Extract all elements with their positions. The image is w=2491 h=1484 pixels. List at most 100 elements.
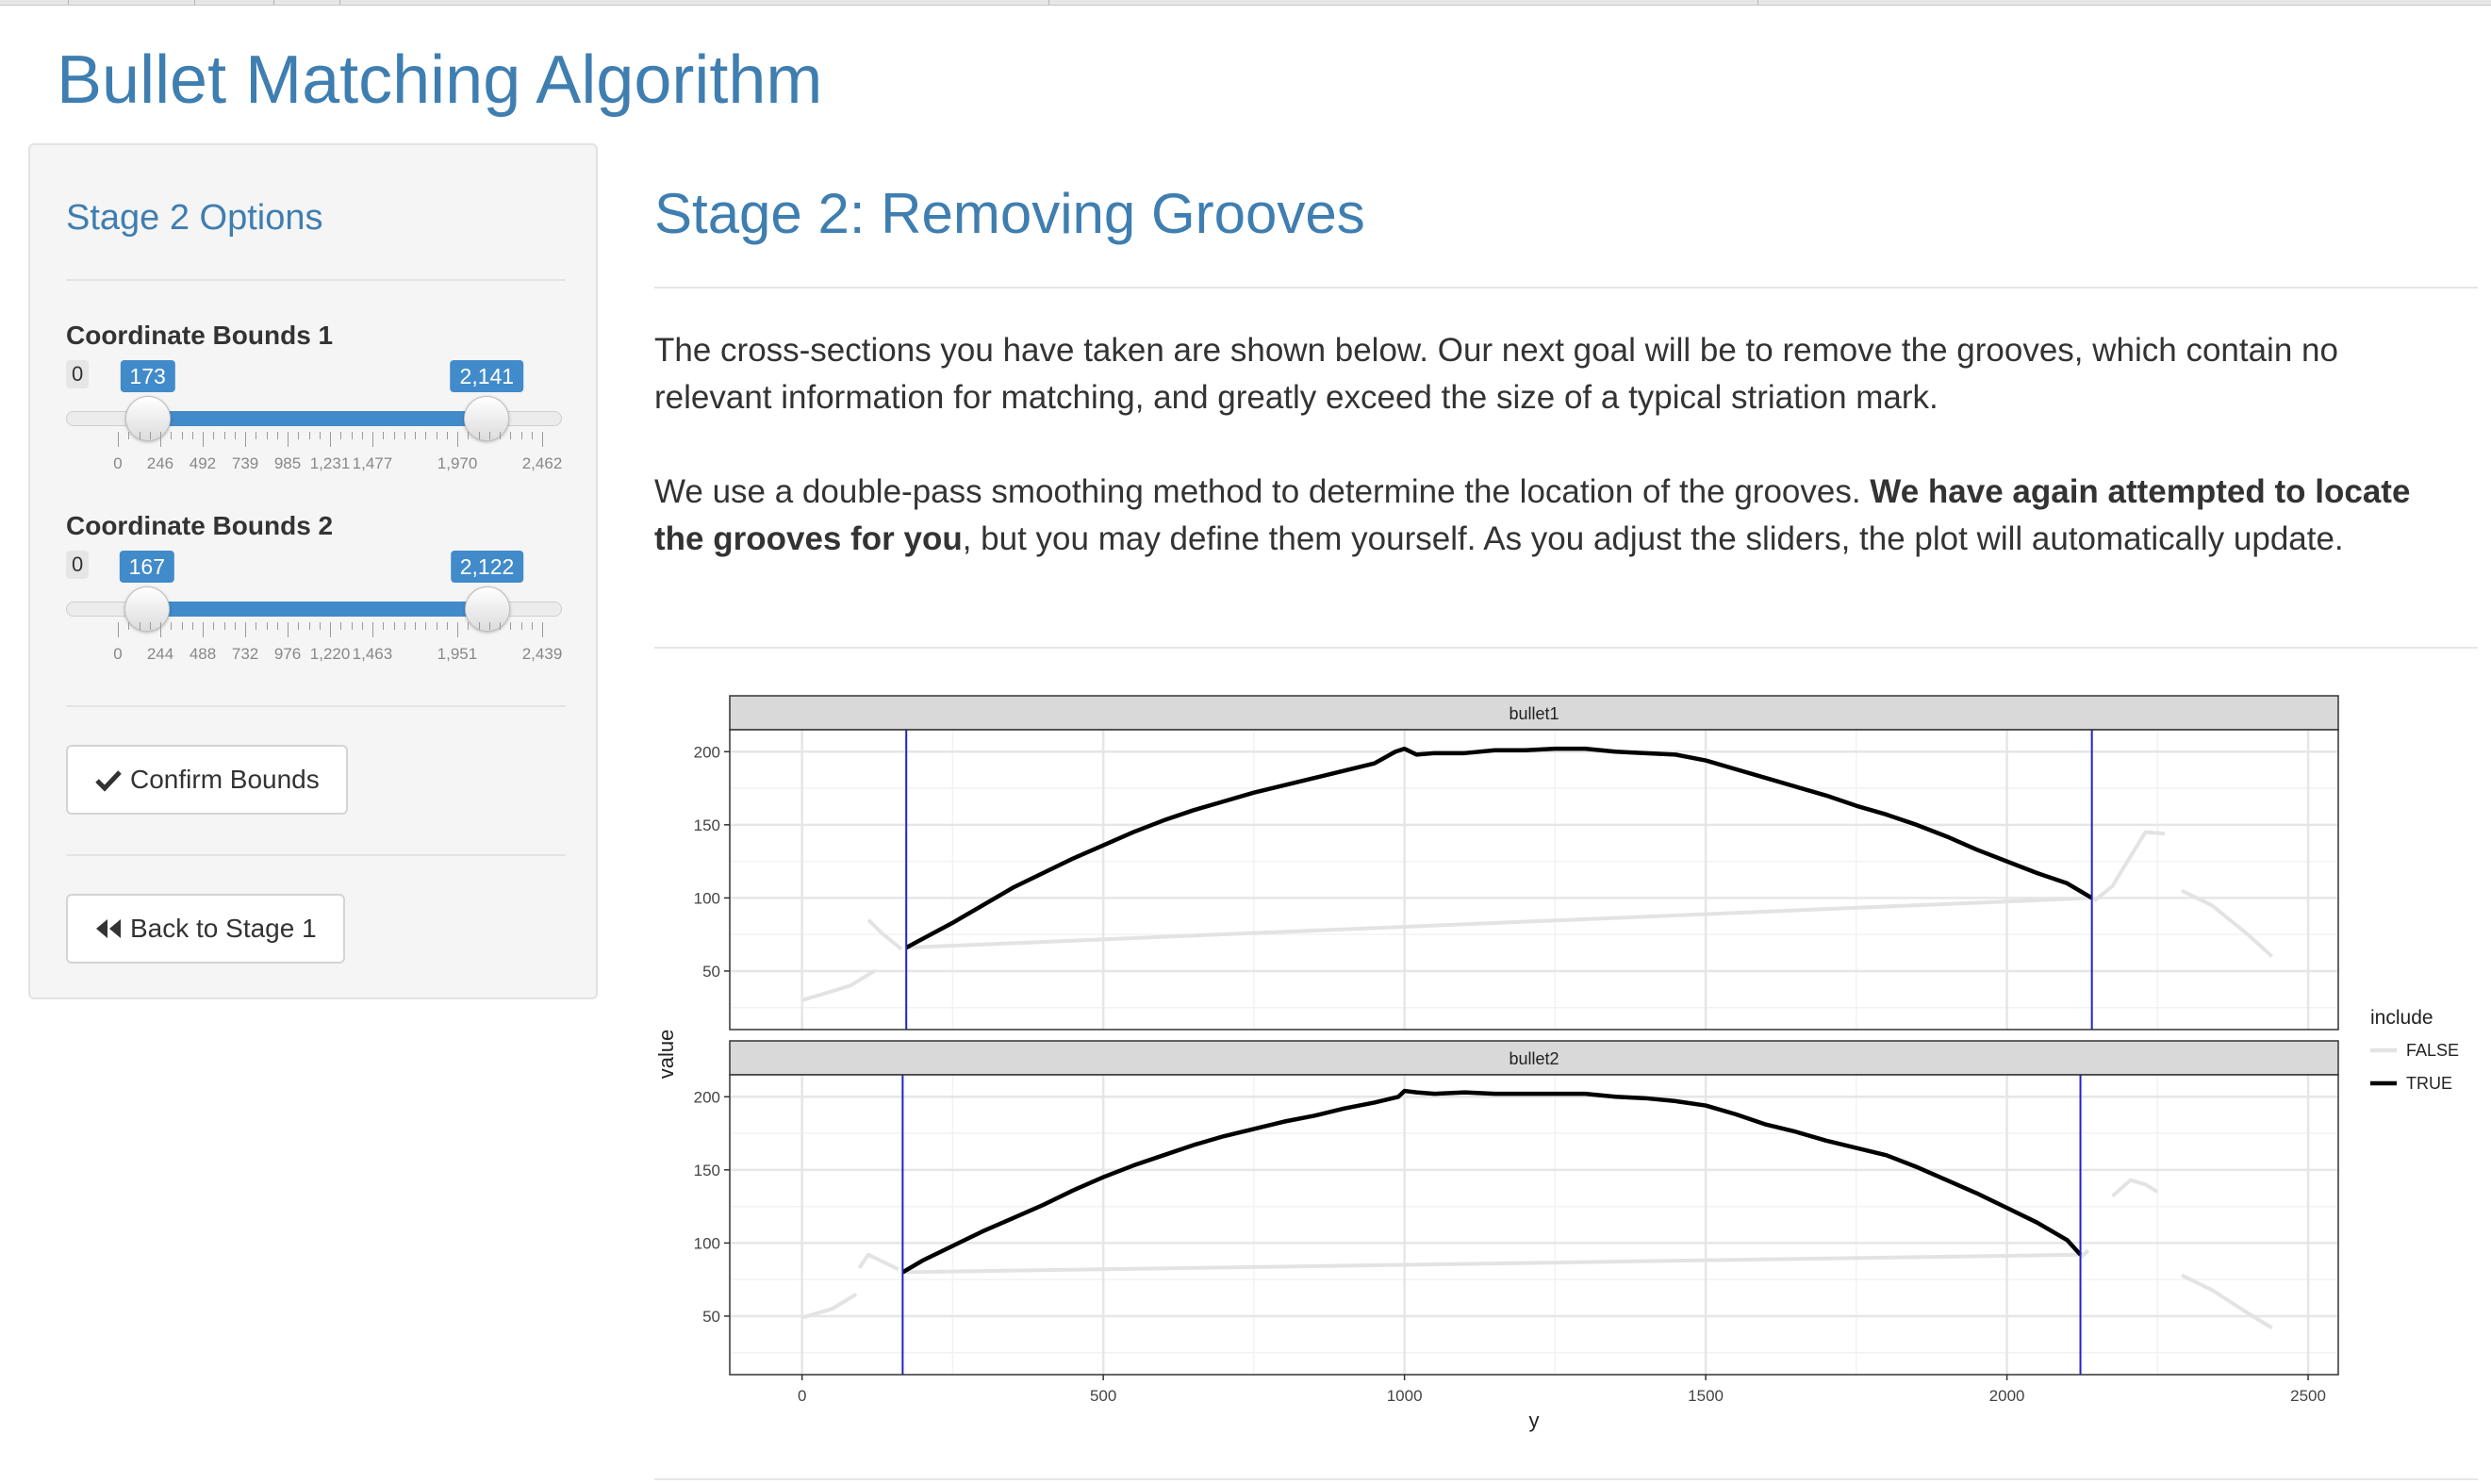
- slider-minor-tick: [298, 432, 300, 439]
- panel-background: [730, 1075, 2338, 1375]
- slider-minor-tick: [213, 622, 215, 630]
- slider-low-value-badge: 173: [120, 360, 175, 392]
- slider-major-tick: [245, 622, 247, 637]
- slider-minor-tick: [308, 432, 310, 439]
- slider-minor-tick: [468, 622, 470, 630]
- method-text-bold: We have again attempted to locate the gr…: [654, 473, 2411, 557]
- check-icon: [95, 770, 122, 792]
- y-tick-label: 150: [694, 1162, 720, 1179]
- panel-bullet2: bullet2 50 100 150 200: [694, 1040, 2339, 1376]
- facet-strip: [729, 1040, 2339, 1076]
- slider-low-handle[interactable]: [124, 396, 171, 441]
- slider-minor-tick: [446, 622, 448, 630]
- slider-high-value-badge: 2,122: [450, 551, 524, 583]
- slider-minor-tick: [319, 432, 321, 439]
- back-to-stage-1-button[interactable]: Back to Stage 1: [66, 894, 345, 964]
- slider-tick-label: 985: [273, 454, 302, 472]
- slider-minor-tick: [340, 432, 342, 439]
- slider-tick-label: 1,477: [352, 454, 393, 472]
- slider-tick-label: 739: [231, 454, 259, 472]
- coordinate-bounds-1-slider[interactable]: Coordinate Bounds 1 0 173 2,141 0 246 492 7…: [66, 321, 566, 490]
- slider-minor-tick: [488, 622, 490, 630]
- series-false-line: [2180, 888, 2274, 958]
- slider-major-tick: [542, 432, 543, 447]
- slider-tick-label: 976: [273, 645, 302, 663]
- slider-major-tick: [456, 622, 458, 637]
- sidebar-panel: Stage 2 Options Coordinate Bounds 1 0 17…: [28, 143, 598, 999]
- slider-minor-tick: [446, 432, 448, 439]
- legend-title: include: [2370, 1007, 2433, 1029]
- slider-major-tick: [159, 432, 161, 447]
- y-axis-label: value: [654, 1030, 678, 1080]
- slider-minor-tick: [171, 432, 173, 439]
- slider-high-handle[interactable]: [464, 396, 510, 441]
- confirm-bounds-label: Confirm Bounds: [130, 765, 320, 794]
- paragraph-divider: [654, 647, 2478, 649]
- series-false-line: [2079, 1248, 2090, 1260]
- slider-minor-tick: [510, 622, 512, 630]
- slider-minor-tick: [340, 622, 342, 630]
- slider-major-tick: [457, 432, 459, 447]
- panel-bullet1: bullet1 50 100 150 200: [694, 695, 2339, 1031]
- slider-minor-tick: [234, 622, 236, 630]
- slider-major-tick: [118, 432, 119, 447]
- slider-minor-tick: [266, 432, 268, 439]
- slider-minor-tick: [276, 432, 278, 439]
- coordinate-bounds-2-slider[interactable]: Coordinate Bounds 2 0 167 2,122 0 244 488 7…: [66, 511, 566, 681]
- slider-low-handle[interactable]: [124, 586, 170, 632]
- slider-minor-tick: [404, 432, 405, 439]
- series-false-line: [2092, 830, 2166, 903]
- slider-minor-tick: [361, 432, 363, 439]
- slider-min-badge: 0: [66, 360, 90, 388]
- slider-minor-tick: [149, 622, 151, 630]
- slider-minor-tick: [531, 622, 533, 630]
- facet-strip-label: bullet1: [1509, 704, 1559, 723]
- slider-minor-tick: [425, 622, 427, 630]
- y-tick-label: 100: [694, 889, 720, 907]
- slider-major-tick: [245, 432, 247, 447]
- title-divider: [654, 287, 2478, 289]
- y-tick-label: 200: [694, 1088, 720, 1106]
- x-tick-label: 2000: [1989, 1387, 2025, 1405]
- slider-minor-tick: [393, 622, 395, 630]
- slider-major-tick: [330, 622, 332, 637]
- slider-minor-tick: [468, 432, 470, 439]
- slider-tick-label: 1,220: [309, 645, 351, 663]
- x-axis-label: y: [1529, 1409, 1540, 1432]
- slider-major-tick: [288, 432, 289, 447]
- y-tick-label: 50: [702, 963, 720, 981]
- slider-minor-tick: [181, 432, 183, 439]
- slider-tick-label: 0: [113, 645, 123, 663]
- slider-minor-tick: [383, 432, 385, 439]
- series-false-line: [857, 1252, 899, 1272]
- series-true-line: [905, 746, 2093, 950]
- slider-major-tick: [203, 622, 205, 637]
- slider-tick-label: 2,439: [521, 645, 563, 663]
- slider-minor-tick: [383, 622, 385, 630]
- sidebar-title: Stage 2 Options: [66, 198, 323, 238]
- x-tick-label: 0: [798, 1387, 806, 1405]
- slider-major-tick: [542, 622, 543, 637]
- series-false-line: [2180, 1273, 2273, 1330]
- slider-high-handle[interactable]: [464, 586, 510, 632]
- slider-minor-tick: [500, 622, 501, 630]
- slider-minor-tick: [531, 432, 533, 439]
- slider-minor-tick: [510, 432, 512, 439]
- series-true-line: [901, 1088, 2083, 1275]
- slider-min-badge: 0: [66, 551, 90, 579]
- facet-strip-label: bullet2: [1509, 1049, 1559, 1068]
- slider-minor-tick: [213, 432, 215, 439]
- confirm-bounds-button[interactable]: Confirm Bounds: [66, 745, 348, 815]
- slider-minor-tick: [266, 622, 268, 630]
- slider-minor-tick: [223, 622, 225, 630]
- slider-major-tick: [118, 622, 119, 637]
- slider-minor-tick: [128, 622, 130, 630]
- slider-minor-tick: [361, 622, 363, 630]
- slider-minor-tick: [478, 432, 480, 439]
- panel-background: [730, 730, 2338, 1030]
- y-tick-label: 200: [694, 743, 720, 761]
- x-tick-label: 500: [1090, 1387, 1116, 1405]
- y-tick-label: 100: [694, 1234, 720, 1252]
- slider-tick-label: 732: [231, 645, 259, 663]
- back-to-stage-1-label: Back to Stage 1: [130, 914, 317, 943]
